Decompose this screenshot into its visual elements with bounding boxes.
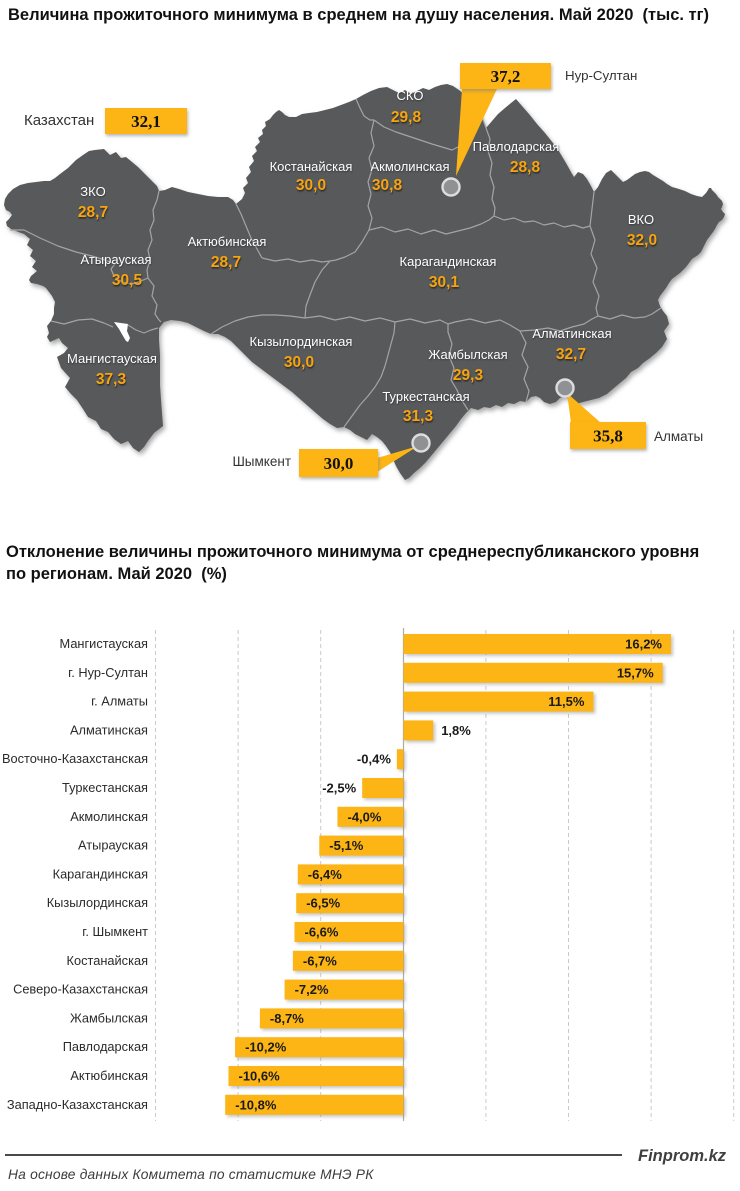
svg-text:Алматы: Алматы: [654, 429, 703, 444]
svg-text:31,3: 31,3: [403, 408, 434, 425]
svg-text:30,1: 30,1: [429, 274, 460, 291]
svg-text:28,7: 28,7: [211, 254, 241, 271]
svg-text:32,7: 32,7: [556, 346, 586, 363]
svg-text:29,8: 29,8: [391, 109, 422, 126]
svg-text:г. Шымкент: г. Шымкент: [82, 924, 148, 939]
svg-text:28,8: 28,8: [510, 159, 541, 176]
svg-text:-7,2%: -7,2%: [295, 982, 329, 997]
svg-text:-4,0%: -4,0%: [348, 809, 382, 824]
svg-text:-6,6%: -6,6%: [305, 925, 339, 940]
svg-text:30,5: 30,5: [112, 272, 143, 289]
svg-text:Туркестанская: Туркестанская: [62, 780, 148, 795]
svg-text:Алматинская: Алматинская: [532, 326, 611, 341]
svg-text:-6,5%: -6,5%: [306, 896, 340, 911]
svg-text:Атырауская: Атырауская: [80, 252, 151, 267]
svg-text:11,5%: 11,5%: [548, 694, 585, 709]
svg-text:-10,6%: -10,6%: [239, 1069, 281, 1084]
svg-text:-0,4%: -0,4%: [357, 752, 391, 767]
svg-text:Северо-Казахстанская: Северо-Казахстанская: [13, 982, 148, 997]
svg-text:Западно-Казахстанская: Западно-Казахстанская: [7, 1097, 148, 1112]
svg-text:Карагандинская: Карагандинская: [400, 254, 497, 269]
svg-text:-5,1%: -5,1%: [329, 838, 363, 853]
svg-text:СКО: СКО: [397, 88, 424, 103]
svg-text:Кызылординская: Кызылординская: [47, 895, 148, 910]
svg-text:28,7: 28,7: [78, 204, 108, 221]
svg-text:Мангистауская: Мангистауская: [60, 636, 149, 651]
svg-text:37,2: 37,2: [491, 67, 521, 86]
svg-text:Finprom.kz: Finprom.kz: [638, 1147, 727, 1165]
svg-text:Актюбинская: Актюбинская: [70, 1068, 148, 1083]
svg-text:Мангистауская: Мангистауская: [67, 351, 157, 366]
svg-text:Акмолинская: Акмолинская: [370, 159, 449, 174]
svg-text:37,3: 37,3: [96, 371, 127, 388]
svg-text:Шымкент: Шымкент: [232, 454, 291, 469]
svg-text:Павлодарская: Павлодарская: [63, 1039, 148, 1054]
svg-text:32,0: 32,0: [627, 232, 657, 249]
svg-text:Костанайская: Костанайская: [270, 159, 353, 174]
svg-text:29,3: 29,3: [453, 367, 484, 384]
svg-text:ЗКО: ЗКО: [80, 184, 105, 199]
svg-text:г. Алматы: г. Алматы: [91, 694, 148, 709]
svg-text:-2,5%: -2,5%: [322, 781, 356, 796]
svg-text:Павлодарская: Павлодарская: [473, 139, 560, 154]
svg-text:Жамбылская: Жамбылская: [70, 1010, 148, 1025]
svg-text:-6,7%: -6,7%: [303, 953, 337, 968]
svg-text:На основе данных Комитета по: На основе данных Комитета по статистике …: [8, 1167, 374, 1182]
svg-text:Карагандинская: Карагандинская: [53, 866, 148, 881]
svg-text:16,2%: 16,2%: [625, 637, 662, 652]
svg-text:30,0: 30,0: [324, 454, 354, 473]
svg-text:15,7%: 15,7%: [617, 665, 654, 680]
svg-text:30,8: 30,8: [372, 177, 403, 194]
svg-text:-10,2%: -10,2%: [245, 1040, 287, 1055]
svg-text:Туркестанская: Туркестанская: [382, 389, 469, 404]
svg-text:Атырауская: Атырауская: [78, 838, 148, 853]
svg-text:30,0: 30,0: [296, 177, 326, 194]
svg-text:Нур-Султан: Нур-Султан: [565, 68, 637, 83]
svg-text:г. Нур-Султан: г. Нур-Султан: [68, 665, 148, 680]
svg-text:Кызылординская: Кызылординская: [250, 334, 353, 349]
svg-text:1,8%: 1,8%: [441, 723, 471, 738]
svg-text:Жамбылская: Жамбылская: [428, 347, 507, 362]
svg-text:-10,8%: -10,8%: [235, 1097, 277, 1112]
svg-text:Акмолинская: Акмолинская: [70, 809, 148, 824]
svg-text:Казахстан: Казахстан: [24, 112, 94, 129]
svg-text:Костанайская: Костанайская: [67, 953, 149, 968]
svg-text:Алматинская: Алматинская: [70, 722, 148, 737]
svg-text:35,8: 35,8: [593, 427, 623, 446]
svg-text:Актюбинская: Актюбинская: [188, 234, 267, 249]
svg-text:-6,4%: -6,4%: [308, 867, 342, 882]
svg-text:32,1: 32,1: [131, 112, 161, 131]
svg-text:-8,7%: -8,7%: [270, 1011, 304, 1026]
svg-text:ВКО: ВКО: [628, 212, 654, 227]
svg-text:Восточно-Казахстанская: Восточно-Казахстанская: [2, 751, 148, 766]
svg-text:30,0: 30,0: [284, 354, 314, 371]
